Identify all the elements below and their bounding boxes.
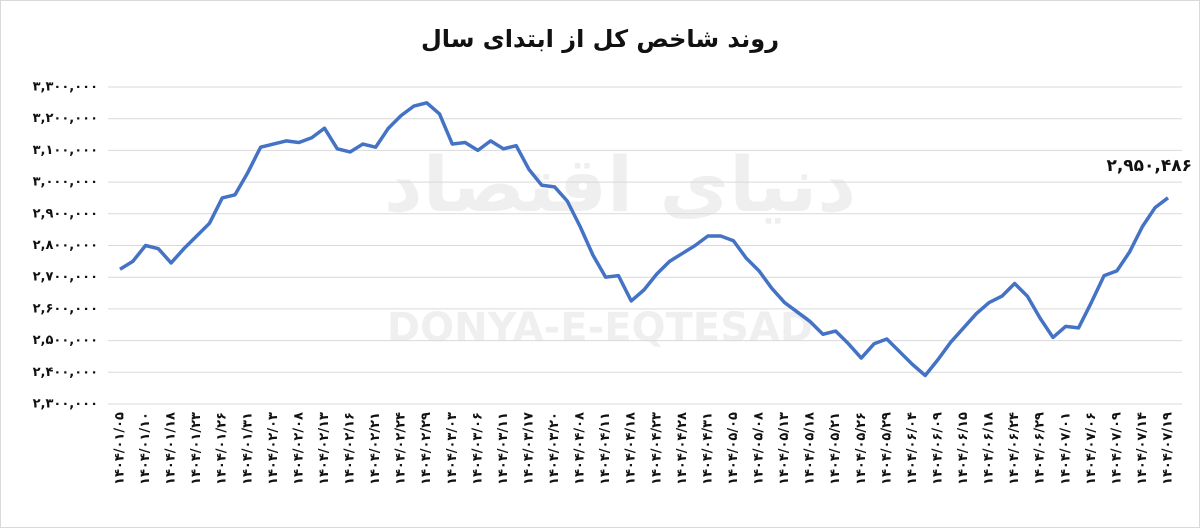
y-tick-label: ۳,۱۰۰,۰۰۰ — [33, 143, 98, 158]
x-tick-label: ۱۴۰۴/۰۴/۱۸ — [624, 412, 639, 485]
y-tick-label: ۲,۸۰۰,۰۰۰ — [33, 238, 98, 253]
y-tick-label: ۲,۹۰۰,۰۰۰ — [33, 206, 98, 221]
x-tick-label: ۱۴۰۴/۰۲/۱۳ — [317, 412, 332, 485]
x-tick-label: ۱۴۰۴/۰۶/۰۹ — [930, 412, 945, 485]
x-tick-label: ۱۴۰۴/۰۵/۲۶ — [854, 412, 869, 485]
x-tick-label: ۱۴۰۴/۰۳/۲۰ — [547, 412, 562, 485]
y-tick-label: ۲,۶۰۰,۰۰۰ — [33, 301, 98, 316]
x-tick-label: ۱۴۰۴/۰۲/۲۱ — [368, 412, 383, 485]
x-tick-label: ۱۴۰۴/۰۱/۲۶ — [215, 412, 230, 485]
x-tick-label: ۱۴۰۴/۰۵/۱۳ — [777, 412, 792, 485]
x-tick-label: ۱۴۰۴/۰۷/۱۴ — [1135, 412, 1150, 485]
watermark: DONYA-E-EQTESAD — [387, 305, 813, 351]
y-tick-label: ۲,۵۰۰,۰۰۰ — [33, 333, 98, 348]
x-tick-label: ۱۴۰۴/۰۳/۱۱ — [496, 412, 511, 485]
x-tick-label: ۱۴۰۴/۰۱/۳۱ — [240, 412, 255, 485]
x-tick-label: ۱۴۰۴/۰۴/۰۸ — [573, 412, 588, 485]
x-tick-label: ۱۴۰۴/۰۲/۲۹ — [419, 412, 434, 485]
x-tick-label: ۱۴۰۴/۰۲/۰۸ — [291, 412, 306, 485]
x-tick-label: ۱۴۰۴/۰۷/۱۹ — [1161, 412, 1176, 485]
x-tick-label: ۱۴۰۴/۰۱/۰۵ — [113, 412, 128, 485]
x-tick-label: ۱۴۰۴/۰۶/۱۵ — [956, 412, 971, 485]
x-tick-label: ۱۴۰۴/۰۷/۰۶ — [1084, 412, 1099, 485]
x-tick-label: ۱۴۰۴/۰۴/۲۸ — [675, 412, 690, 485]
y-tick-label: ۲,۳۰۰,۰۰۰ — [33, 397, 98, 412]
x-tick-label: ۱۴۰۴/۰۵/۲۱ — [828, 412, 843, 485]
line — [119, 101, 1170, 378]
x-tick-label: ۱۴۰۴/۰۶/۲۹ — [1033, 412, 1048, 485]
x-tick-label: ۱۴۰۴/۰۴/۲۳ — [649, 412, 664, 485]
x-tick-label: ۱۴۰۴/۰۶/۱۸ — [982, 412, 997, 485]
data-label: ۲,۹۵۰,۴۸۶ — [1106, 156, 1192, 176]
x-tick-label: ۱۴۰۴/۰۱/۲۳ — [189, 412, 204, 485]
x-tick-label: ۱۴۰۴/۰۴/۱۱ — [598, 412, 613, 485]
x-tick-label: ۱۴۰۴/۰۵/۲۹ — [879, 412, 894, 485]
x-tick-label: ۱۴۰۴/۰۶/۰۴ — [905, 412, 920, 485]
x-tick-label: ۱۴۰۴/۰۱/۱۸ — [164, 412, 179, 485]
x-tick-label: ۱۴۰۴/۰۳/۱۷ — [521, 412, 536, 485]
x-tick-label: ۱۴۰۴/۰۶/۲۴ — [1007, 412, 1022, 485]
x-tick-label: ۱۴۰۴/۰۵/۱۸ — [803, 412, 818, 485]
y-tick-label: ۲,۷۰۰,۰۰۰ — [33, 270, 98, 285]
x-tick-label: ۱۴۰۴/۰۵/۰۵ — [726, 412, 741, 485]
chart-title: روند شاخص کل از ابتدای سال — [421, 25, 779, 53]
y-tick-label: ۳,۳۰۰,۰۰۰ — [33, 80, 98, 95]
x-tick-label: ۱۴۰۴/۰۱/۱۰ — [138, 412, 153, 485]
y-tick-label: ۲,۴۰۰,۰۰۰ — [33, 365, 98, 380]
y-tick-label: ۳,۰۰۰,۰۰۰ — [33, 175, 98, 190]
x-tick-label: ۱۴۰۴/۰۲/۰۳ — [266, 412, 281, 485]
watermark: دنیای اقتصاد — [384, 140, 856, 229]
x-tick-label: ۱۴۰۴/۰۷/۰۱ — [1058, 412, 1073, 485]
x-tick-label: ۱۴۰۴/۰۳/۰۳ — [445, 412, 460, 485]
y-tick-label: ۳,۲۰۰,۰۰۰ — [33, 111, 98, 126]
x-tick-label: ۱۴۰۴/۰۲/۲۴ — [394, 412, 409, 485]
x-tick-label: ۱۴۰۴/۰۷/۰۹ — [1109, 412, 1124, 485]
x-tick-label: ۱۴۰۴/۰۵/۰۸ — [752, 412, 767, 485]
x-tick-label: ۱۴۰۴/۰۲/۱۶ — [343, 412, 358, 485]
x-tick-label: ۱۴۰۴/۰۴/۳۱ — [700, 412, 715, 485]
x-tick-label: ۱۴۰۴/۰۳/۰۶ — [470, 412, 485, 485]
